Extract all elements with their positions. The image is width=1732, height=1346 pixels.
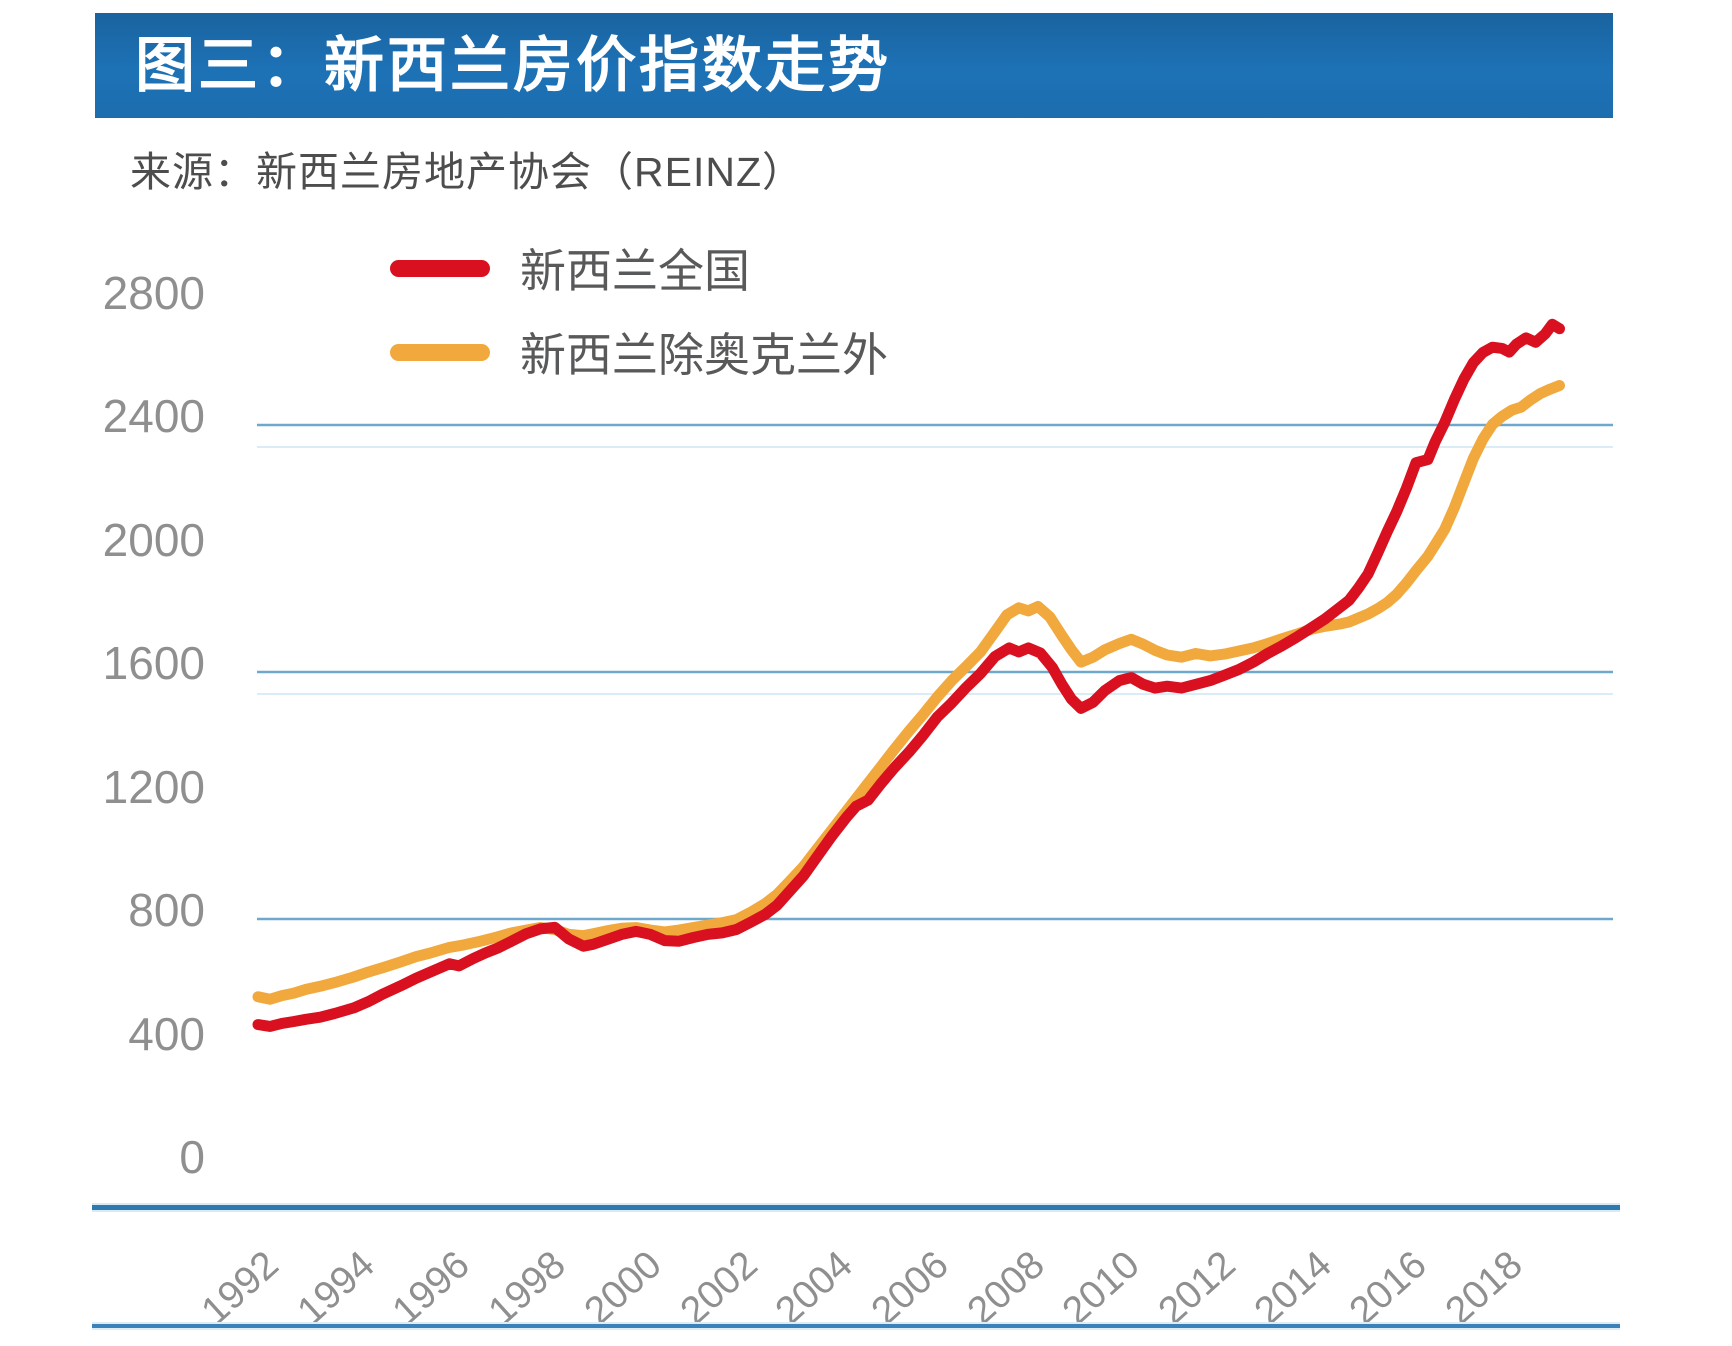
chart-title: 图三：新西兰房价指数走势 [135,32,891,99]
y-axis-label-2000: 2000 [102,513,205,566]
series-line-national [252,318,1565,1032]
y-axis-label-0: 0 [179,1131,205,1183]
title-banner: 图三：新西兰房价指数走势 [95,13,1613,118]
legend-item-national: 新西兰全国 [390,244,750,297]
source-note: 来源：新西兰房地产协会（REINZ） [130,149,804,195]
series-line-ex-auckland [252,380,1565,1005]
y-axis-label-400: 400 [128,1007,205,1060]
legend-label-national: 新西兰全国 [520,245,750,297]
legend-label-ex-auckland: 新西兰除奥克兰外 [520,329,888,381]
y-axis-label-2400: 2400 [102,390,205,442]
bottom-border-line [92,1324,1620,1328]
legend-swatch-orange [390,343,490,361]
legend-item-ex-auckland: 新西兰除奥克兰外 [390,328,888,381]
y-axis-label-800: 800 [128,884,205,936]
y-axis-label-1200: 1200 [102,760,205,813]
legend-swatch-red [390,259,490,277]
x-axis-baseline [92,1205,1620,1210]
y-axis-label-1600: 1600 [102,637,205,689]
y-axis-label-2800: 2800 [102,266,205,319]
